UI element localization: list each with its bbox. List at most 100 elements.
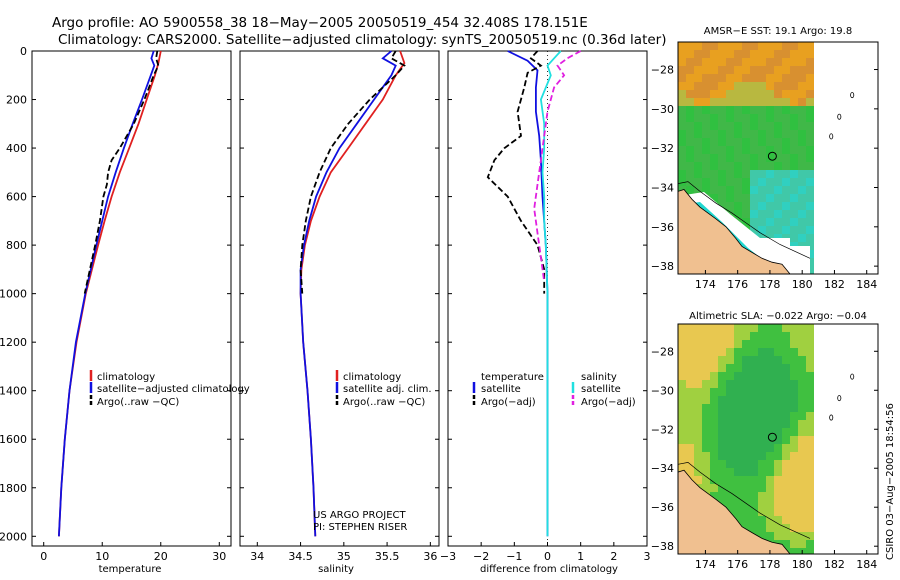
map-cell — [806, 428, 814, 436]
map-cell — [742, 154, 750, 162]
map-cell — [750, 186, 758, 194]
map-cell — [798, 476, 806, 484]
map-cell — [702, 468, 710, 476]
map-cell — [766, 532, 774, 540]
map-cell — [678, 428, 686, 436]
map-cell — [758, 324, 766, 332]
map-cell — [774, 460, 782, 468]
map-cell — [782, 524, 790, 532]
map-cell — [806, 460, 814, 468]
map-cell — [686, 444, 694, 452]
sst-map: −28 −30 −32 −34 −36 −38 174 176 178 180 182 184 — [651, 41, 879, 291]
legend-sal-satellite: satellite — [581, 384, 621, 395]
lat-tick-label: −36 — [651, 501, 674, 514]
temperature-series-climatology — [58, 50, 162, 537]
map-cell — [806, 218, 814, 226]
map-cell — [686, 380, 694, 388]
map-cell — [750, 396, 758, 404]
map-cell — [750, 42, 758, 50]
map-cell — [718, 106, 726, 114]
map-cell — [702, 186, 710, 194]
map-cell — [694, 404, 702, 412]
map-cell — [694, 396, 702, 404]
map-cell — [798, 516, 806, 524]
map-cell — [750, 106, 758, 114]
map-cell — [694, 340, 702, 348]
map-cell — [806, 540, 814, 548]
map-cell — [678, 436, 686, 444]
map-cell — [726, 364, 734, 372]
map-cell — [782, 186, 790, 194]
map-cell — [782, 396, 790, 404]
map-cell — [678, 332, 686, 340]
map-cell — [686, 170, 694, 178]
figure-title: Argo profile: AO 5900558_38 18−May−2005 … — [52, 15, 588, 31]
map-cell — [750, 114, 758, 122]
map-cell — [686, 178, 694, 186]
map-cell — [782, 106, 790, 114]
map-cell — [694, 428, 702, 436]
map-cell — [806, 356, 814, 364]
map-cell — [694, 356, 702, 364]
map-cell — [726, 412, 734, 420]
map-cell — [702, 372, 710, 380]
map-cell — [678, 122, 686, 130]
map-cell — [702, 460, 710, 468]
map-cell — [718, 146, 726, 154]
map-cell — [734, 436, 742, 444]
map-cell — [798, 130, 806, 138]
map-cell — [678, 340, 686, 348]
map-cell — [702, 178, 710, 186]
map-cell — [726, 106, 734, 114]
map-cell — [702, 348, 710, 356]
map-cell — [710, 348, 718, 356]
map-cell — [766, 58, 774, 66]
map-cell — [734, 82, 742, 90]
map-cell — [806, 484, 814, 492]
map-cell — [766, 380, 774, 388]
map-cell — [806, 146, 814, 154]
map-cell — [758, 74, 766, 82]
map-cell — [750, 508, 758, 516]
map-cell — [694, 146, 702, 154]
map-cell — [758, 90, 766, 98]
map-cell — [734, 162, 742, 170]
map-cell — [750, 364, 758, 372]
map-cell — [782, 500, 790, 508]
map-cell — [710, 154, 718, 162]
map-cell — [726, 122, 734, 130]
map-cell — [774, 82, 782, 90]
map-cell — [766, 90, 774, 98]
map-cell — [702, 404, 710, 412]
map-cell — [742, 138, 750, 146]
land-mass — [678, 189, 791, 274]
map-cell — [694, 98, 702, 106]
map-cell — [750, 460, 758, 468]
map-cell — [718, 50, 726, 58]
map-cell — [790, 372, 798, 380]
temperature-xtick-label: 10 — [95, 550, 109, 563]
map-cell — [766, 106, 774, 114]
map-cell — [774, 210, 782, 218]
map-cell — [790, 396, 798, 404]
map-cell — [782, 476, 790, 484]
map-cell — [718, 324, 726, 332]
map-cell — [678, 106, 686, 114]
map-cell — [798, 356, 806, 364]
map-cell — [726, 500, 734, 508]
map-cell — [774, 90, 782, 98]
map-cell — [782, 154, 790, 162]
map-cell — [686, 90, 694, 98]
map-cell — [742, 396, 750, 404]
map-cell — [782, 532, 790, 540]
map-cell — [694, 468, 702, 476]
map-cell — [766, 452, 774, 460]
map-cell — [798, 210, 806, 218]
land-mass — [678, 469, 791, 554]
map-cell — [734, 178, 742, 186]
map-cell — [678, 74, 686, 82]
map-cell — [686, 412, 694, 420]
map-cell — [734, 130, 742, 138]
map-cell — [774, 380, 782, 388]
map-cell — [702, 332, 710, 340]
